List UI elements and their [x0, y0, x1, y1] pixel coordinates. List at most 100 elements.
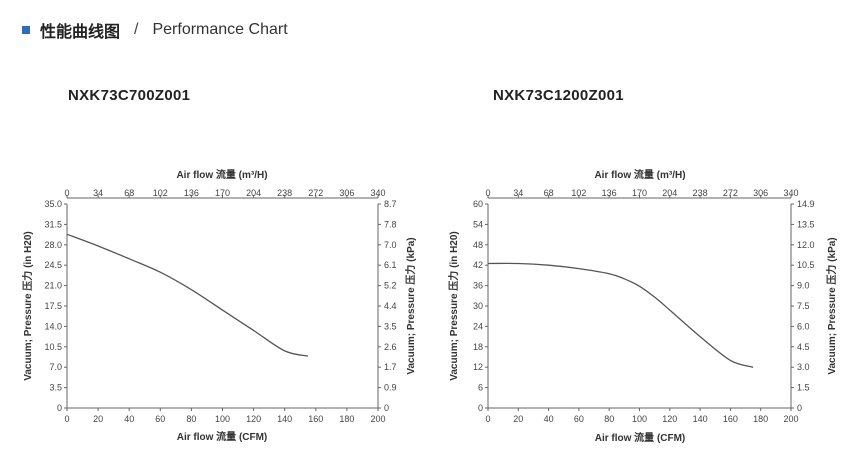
section-title-cn: 性能曲线图 [40, 22, 121, 41]
top-axis-title: Air flow 流量 (m³/H) [594, 168, 685, 181]
y2-tick-label: 5.2 [384, 281, 397, 291]
y-tick-label: 36 [473, 281, 483, 291]
x2-tick-label: 0 [64, 188, 69, 198]
x-tick-label: 20 [513, 414, 523, 424]
x-tick-label: 0 [485, 414, 490, 424]
y2-tick-label: 1.7 [384, 362, 397, 372]
x2-tick-label: 238 [277, 188, 292, 198]
x-tick-label: 60 [574, 414, 584, 424]
y-tick-label: 7.0 [49, 362, 62, 372]
x-tick-label: 180 [339, 414, 354, 424]
y-tick-label: 21.0 [44, 281, 62, 291]
x-tick-label: 200 [783, 414, 798, 424]
y2-tick-label: 6.1 [384, 260, 397, 270]
bottom-axis-title: Air flow 流量 (CFM) [595, 431, 686, 444]
x2-tick-label: 34 [513, 188, 523, 198]
y-tick-label: 30 [473, 301, 483, 311]
y-tick-label: 24.5 [44, 260, 62, 270]
y2-tick-label: 14.9 [797, 199, 815, 209]
y2-tick-label: 12.0 [797, 240, 815, 250]
y2-tick-label: 1.5 [797, 383, 810, 393]
x2-tick-label: 306 [753, 188, 768, 198]
y-tick-label: 10.5 [44, 342, 62, 352]
y-tick-label: 35.0 [44, 199, 62, 209]
y-tick-label: 42 [473, 260, 483, 270]
x2-tick-label: 34 [93, 188, 103, 198]
x-tick-label: 140 [693, 414, 708, 424]
y2-tick-label: 10.5 [797, 260, 815, 270]
title-separator: / [134, 21, 139, 38]
performance-curve [487, 262, 754, 368]
left-axis-title: Vacuum; Pressure 压力 (in H20) [447, 231, 460, 381]
y-tick-label: 18 [473, 342, 483, 352]
y-tick-label: 0 [478, 403, 483, 413]
x2-tick-label: 272 [308, 188, 323, 198]
x-tick-label: 0 [64, 414, 69, 424]
x-tick-label: 80 [186, 414, 196, 424]
y2-tick-label: 7.0 [384, 240, 397, 250]
x-tick-label: 80 [604, 414, 614, 424]
x-tick-label: 40 [124, 414, 134, 424]
performance-curve [66, 233, 309, 357]
y2-tick-label: 7.8 [384, 219, 397, 229]
x2-tick-label: 204 [662, 188, 677, 198]
y2-tick-label: 13.5 [797, 219, 815, 229]
chart-2-model-title: NXK73C1200Z001 [493, 87, 624, 104]
x2-tick-label: 272 [723, 188, 738, 198]
x2-tick-label: 340 [783, 188, 798, 198]
right-axis-title: Vacuum; Pressure 压力 (kPa) [404, 237, 417, 374]
y2-tick-label: 4.5 [797, 342, 810, 352]
y-tick-label: 14.0 [44, 321, 62, 331]
x2-tick-label: 102 [571, 188, 586, 198]
y2-tick-label: 3.5 [384, 321, 397, 331]
y-tick-label: 6 [478, 383, 483, 393]
x-tick-label: 160 [723, 414, 738, 424]
y2-tick-label: 6.0 [797, 321, 810, 331]
x2-tick-label: 170 [632, 188, 647, 198]
chart-1-model-title: NXK73C700Z001 [68, 87, 191, 104]
y-tick-label: 0 [57, 403, 62, 413]
x-tick-label: 20 [93, 414, 103, 424]
y-tick-label: 31.5 [44, 219, 62, 229]
y2-tick-label: 2.6 [384, 342, 397, 352]
x-tick-label: 180 [753, 414, 768, 424]
x2-tick-label: 0 [485, 188, 490, 198]
x-tick-label: 120 [662, 414, 677, 424]
y2-tick-label: 9.0 [797, 281, 810, 291]
x2-tick-label: 306 [339, 188, 354, 198]
x-tick-label: 200 [370, 414, 385, 424]
x-tick-label: 40 [544, 414, 554, 424]
x-tick-label: 120 [246, 414, 261, 424]
x-tick-label: 100 [632, 414, 647, 424]
y2-tick-label: 4.4 [384, 301, 397, 311]
y-tick-label: 3.5 [49, 383, 62, 393]
y2-tick-label: 0 [797, 403, 802, 413]
x2-tick-label: 68 [544, 188, 554, 198]
y2-tick-label: 7.5 [797, 301, 810, 311]
y2-tick-label: 0.9 [384, 383, 397, 393]
x2-tick-label: 204 [246, 188, 261, 198]
y-tick-label: 60 [473, 199, 483, 209]
y-tick-label: 24 [473, 321, 483, 331]
section-title-en: Performance Chart [152, 21, 288, 38]
right-axis-title: Vacuum; Pressure 压力 (kPa) [825, 237, 838, 374]
y2-tick-label: 8.7 [384, 199, 397, 209]
x2-tick-label: 238 [693, 188, 708, 198]
y-tick-label: 28.0 [44, 240, 62, 250]
x2-tick-label: 340 [370, 188, 385, 198]
y-tick-label: 54 [473, 219, 483, 229]
x-tick-label: 160 [308, 414, 323, 424]
square-bullet-icon [22, 26, 30, 34]
x-tick-label: 100 [215, 414, 230, 424]
x2-tick-label: 136 [602, 188, 617, 198]
y-tick-label: 48 [473, 240, 483, 250]
x2-tick-label: 136 [184, 188, 199, 198]
x-tick-label: 60 [155, 414, 165, 424]
y2-tick-label: 3.0 [797, 362, 810, 372]
top-axis-title: Air flow 流量 (m³/H) [176, 168, 267, 181]
section-header: 性能曲线图 / Performance Chart [22, 18, 288, 42]
left-axis-title: Vacuum; Pressure 压力 (in H20) [21, 231, 34, 381]
bottom-axis-title: Air flow 流量 (CFM) [177, 430, 268, 443]
